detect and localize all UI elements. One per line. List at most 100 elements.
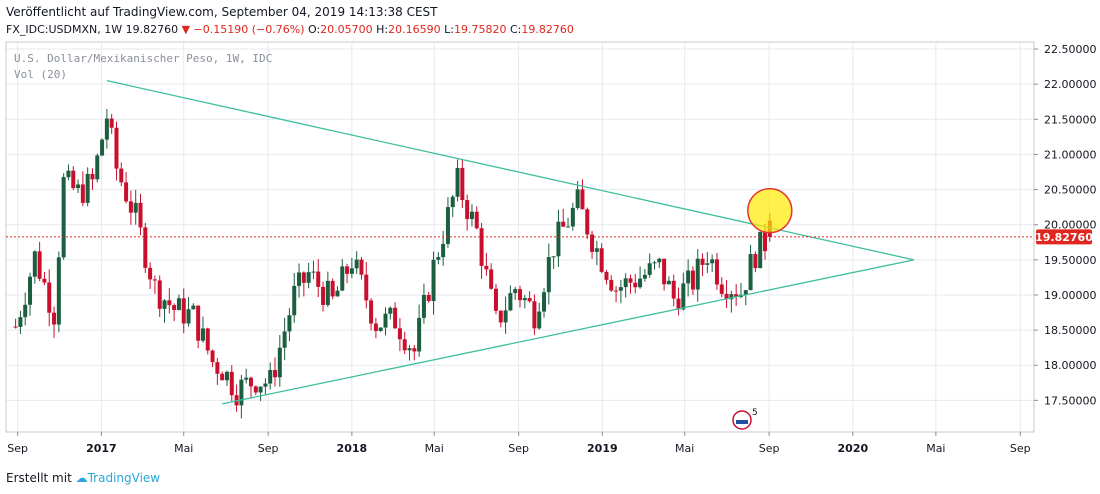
candle-body (85, 173, 90, 203)
published-line: Veröffentlicht auf TradingView.com, Sept… (6, 5, 438, 19)
candle-body (441, 243, 446, 258)
x-tick-label: Sep (1010, 442, 1031, 455)
candle-body (13, 326, 18, 328)
candle-body (513, 289, 518, 294)
candle-body (76, 184, 81, 189)
candle-body (479, 228, 484, 266)
candle-body (705, 263, 710, 265)
candle-body (618, 287, 623, 291)
candle-body (71, 170, 76, 189)
candle-body (551, 256, 556, 258)
candle-body (104, 118, 109, 140)
candle-body (157, 280, 162, 309)
candle-body (762, 231, 767, 252)
candle-body (734, 294, 739, 298)
candle-body (287, 315, 292, 332)
highlight-circle[interactable] (747, 187, 793, 234)
flag-icon-count: 5 (752, 408, 758, 418)
candle-body (316, 271, 321, 287)
candle-body (28, 276, 33, 305)
candle-body (176, 298, 181, 311)
x-tick-label: Mai (675, 442, 694, 455)
candle-body (743, 290, 748, 295)
candle-body (426, 294, 431, 302)
candle-body (628, 278, 633, 283)
candle-body (258, 386, 263, 393)
low-value: 19.75820 (453, 23, 507, 36)
candle-body (614, 290, 619, 292)
candle-body (248, 377, 253, 387)
x-tick-label: 2020 (838, 442, 869, 455)
candle-body (455, 167, 460, 197)
candle-body (527, 298, 532, 302)
candle-body (671, 280, 676, 299)
candle-body (282, 331, 287, 348)
x-tick-label: 2018 (337, 442, 368, 455)
candle-body (421, 294, 426, 318)
candle-body (753, 254, 758, 269)
candle-body (263, 383, 268, 387)
tradingview-logo-icon[interactable]: ☁ (75, 471, 88, 485)
candle-body (503, 310, 508, 323)
y-tick-label: 20.00000 (1044, 219, 1097, 232)
candle-body (200, 328, 205, 341)
candle-body (335, 290, 340, 297)
candle-body (566, 226, 571, 228)
candle-body (412, 348, 417, 352)
candle-body (469, 211, 474, 220)
candle-body (714, 259, 719, 285)
candle-body (690, 270, 695, 290)
trendlines[interactable] (106, 80, 915, 405)
x-tick-label: 2017 (86, 442, 117, 455)
candle-body (148, 267, 153, 280)
x-tick-label: Sep (508, 442, 529, 455)
candle-body (244, 377, 249, 380)
y-tick-label: 18.50000 (1044, 324, 1097, 337)
candle-body (686, 270, 691, 284)
earnings-flag-icon[interactable]: 5 (732, 408, 758, 430)
candle-body (417, 317, 422, 352)
candle-body (493, 288, 498, 311)
candle-body (23, 304, 28, 318)
y-tick-label: 22.50000 (1044, 43, 1097, 56)
candle-body (580, 189, 585, 210)
candle-body (52, 312, 57, 325)
candle-body (95, 155, 100, 180)
candle-body (537, 311, 542, 329)
candle-body (662, 258, 667, 285)
candle-body (138, 202, 143, 228)
candle-body (128, 201, 133, 213)
trendline (106, 80, 915, 261)
x-tick-label: Mai (174, 442, 193, 455)
candle-body (556, 221, 561, 257)
candle-body (268, 369, 273, 384)
y-tick-label: 19.50000 (1044, 254, 1097, 267)
candle-body (224, 371, 229, 381)
candle-body (330, 280, 335, 297)
close-value: 19.82760 (521, 23, 574, 36)
candle-body (364, 274, 369, 301)
candle-body (297, 272, 302, 286)
tradingview-brand[interactable]: TradingView (87, 471, 161, 485)
candle-body (609, 279, 614, 291)
candle-body (402, 339, 407, 351)
candle-body (124, 182, 129, 202)
candle-body (450, 196, 455, 208)
high-label: H: (376, 23, 389, 36)
candle-body (373, 323, 378, 331)
candle-body (465, 200, 470, 220)
candle-body (143, 227, 148, 268)
y-tick-label: 18.00000 (1044, 359, 1097, 372)
candle-body (700, 258, 705, 265)
candle-body (306, 272, 311, 283)
change-value: ▼ −0.15190 (−0.76%) (181, 23, 305, 36)
candle-body (167, 300, 172, 306)
candle-body (229, 371, 234, 396)
candle-body (354, 259, 359, 269)
candle-body (604, 271, 609, 280)
candle-body (489, 269, 494, 289)
y-tick-label: 17.50000 (1044, 394, 1097, 407)
candle-body (445, 207, 450, 244)
candle-body (119, 168, 124, 183)
